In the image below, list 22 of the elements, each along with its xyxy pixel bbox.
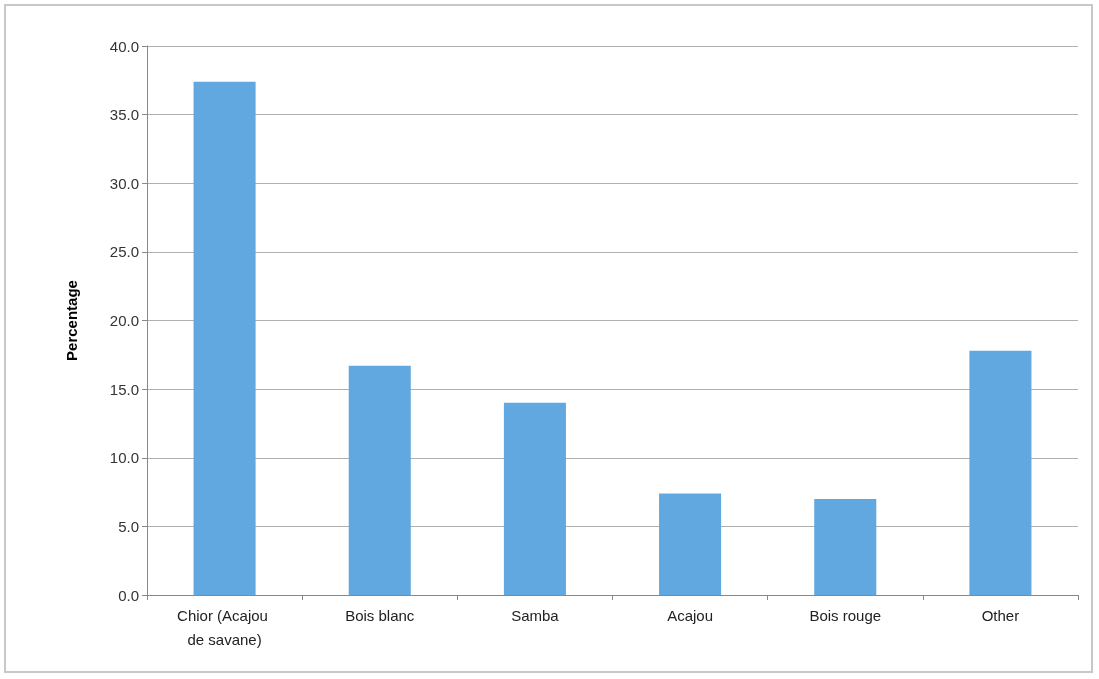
y-tick-label: 35.0 <box>109 106 139 124</box>
y-axis-title: Percentage <box>63 280 80 361</box>
bar <box>503 402 566 595</box>
y-tick-label: 5.0 <box>118 517 139 535</box>
y-tick-label: 25.0 <box>109 243 139 261</box>
y-tick-label: 40.0 <box>109 37 139 55</box>
x-tick-label: Other <box>981 606 1020 624</box>
x-tick-label: Bois rouge <box>809 606 882 624</box>
y-tick-label: 10.0 <box>109 449 139 467</box>
bar <box>969 350 1032 595</box>
bar <box>814 498 877 595</box>
x-tick-label: Acajou <box>667 606 714 624</box>
y-tick-label: 15.0 <box>109 380 139 398</box>
x-tick-label: Samba <box>511 606 560 624</box>
y-tick-label: 30.0 <box>109 174 139 192</box>
bar <box>193 81 256 595</box>
y-tick-label: 0.0 <box>118 586 139 604</box>
bar <box>348 365 411 595</box>
x-tick-label: Bois blanc <box>345 606 415 624</box>
y-tick-label: 20.0 <box>109 312 139 329</box>
x-tick-label: Chior (Acajou de savane) <box>177 606 273 648</box>
bar <box>659 493 722 595</box>
